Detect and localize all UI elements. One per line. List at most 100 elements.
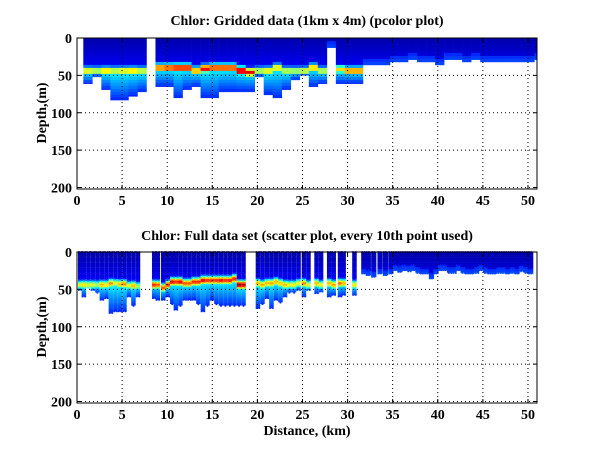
scatter-point <box>288 258 291 261</box>
scatter-point <box>88 269 91 272</box>
scatter-point <box>158 264 161 267</box>
scatter-point <box>230 257 233 260</box>
scatter-point <box>111 262 114 265</box>
scatter-point <box>123 280 126 283</box>
scatter-point <box>154 290 157 293</box>
scatter-point <box>270 253 273 256</box>
scatter-point <box>207 289 210 291</box>
scatter-point <box>96 255 99 258</box>
scatter-point <box>214 300 216 303</box>
pcolor-cell <box>245 58 255 63</box>
scatter-point <box>207 252 210 255</box>
scatter-point <box>93 287 96 290</box>
scatter-point <box>115 284 118 286</box>
scatter-point <box>282 287 285 290</box>
pcolor-cell <box>417 38 427 42</box>
scatter-point <box>95 277 97 280</box>
scatter-point <box>278 285 281 288</box>
scatter-point <box>166 281 169 284</box>
scatter-point <box>115 267 118 270</box>
pcolor-cell <box>516 46 526 51</box>
scatter-point <box>242 276 245 279</box>
scatter-point <box>191 257 194 260</box>
scatter-point <box>198 266 201 268</box>
scatter-point <box>117 297 120 300</box>
scatter-point <box>96 276 99 279</box>
scatter-point <box>234 285 237 288</box>
scatter-point <box>96 281 99 284</box>
pcolor-cell <box>444 55 454 60</box>
scatter-point <box>233 272 236 274</box>
scatter-point <box>279 252 282 255</box>
scatter-point <box>135 279 138 281</box>
scatter-point <box>151 252 154 255</box>
scatter-point <box>153 260 156 263</box>
scatter-point <box>172 300 175 303</box>
scatter-point <box>206 257 209 260</box>
scatter-point <box>180 272 183 275</box>
scatter-point <box>91 267 94 269</box>
scatter-point <box>304 275 307 278</box>
scatter-point <box>120 290 123 293</box>
scatter-point <box>236 293 239 296</box>
scatter-point <box>173 297 176 300</box>
scatter-point <box>133 269 136 272</box>
scatter-point <box>178 285 180 288</box>
scatter-point <box>78 277 80 280</box>
scatter-point <box>172 252 175 255</box>
pcolor-cell <box>227 88 237 93</box>
scatter-point <box>86 256 88 258</box>
scatter-point <box>227 261 230 263</box>
scatter-point <box>102 282 105 285</box>
scatter-point <box>306 280 308 283</box>
pcolor-cell <box>191 79 201 84</box>
scatter-point <box>123 290 126 292</box>
scatter-point <box>187 290 189 293</box>
scatter-point <box>131 295 134 298</box>
pcolor-cell <box>525 58 535 63</box>
scatter-point <box>178 269 180 272</box>
scatter-point <box>102 257 105 260</box>
scatter-point <box>282 274 285 277</box>
scatter-point <box>151 257 154 260</box>
scatter-point <box>124 257 127 260</box>
scatter-point <box>117 280 120 283</box>
scatter-point <box>236 303 239 306</box>
scatter-point <box>95 259 97 262</box>
scatter-point <box>172 264 175 267</box>
scatter-point <box>173 262 176 265</box>
pcolor-cell <box>119 85 129 90</box>
scatter-point <box>270 303 273 306</box>
scatter-point <box>166 272 169 274</box>
scatter-point <box>284 252 286 255</box>
scatter-point <box>304 282 307 285</box>
scatter-point <box>239 285 242 288</box>
scatter-point <box>185 275 188 278</box>
pcolor-cell <box>83 64 93 69</box>
pcolor-cell <box>245 70 255 75</box>
scatter-point <box>183 263 186 266</box>
scatter-point <box>91 278 94 281</box>
scatter-point <box>133 297 136 300</box>
pcolor-cell <box>128 70 138 75</box>
scatter-point <box>243 293 246 296</box>
scatter-point <box>99 292 102 295</box>
scatter-point <box>203 293 206 296</box>
pcolor-cell <box>101 52 111 57</box>
scatter-point <box>287 254 290 257</box>
scatter-point <box>182 280 185 283</box>
scatter-point <box>128 258 130 261</box>
scatter-point <box>216 274 219 277</box>
scatter-point <box>138 266 141 268</box>
scatter-point <box>287 252 290 255</box>
scatter-point <box>200 254 203 257</box>
scatter-point <box>155 264 158 267</box>
scatter-point <box>297 272 300 274</box>
pcolor-cell <box>272 46 283 51</box>
scatter-point <box>185 293 188 296</box>
scatter-point <box>138 287 141 290</box>
scatter-point <box>79 285 82 288</box>
scatter-point <box>288 255 291 258</box>
scatter-point <box>218 257 221 260</box>
scatter-point <box>84 282 87 285</box>
